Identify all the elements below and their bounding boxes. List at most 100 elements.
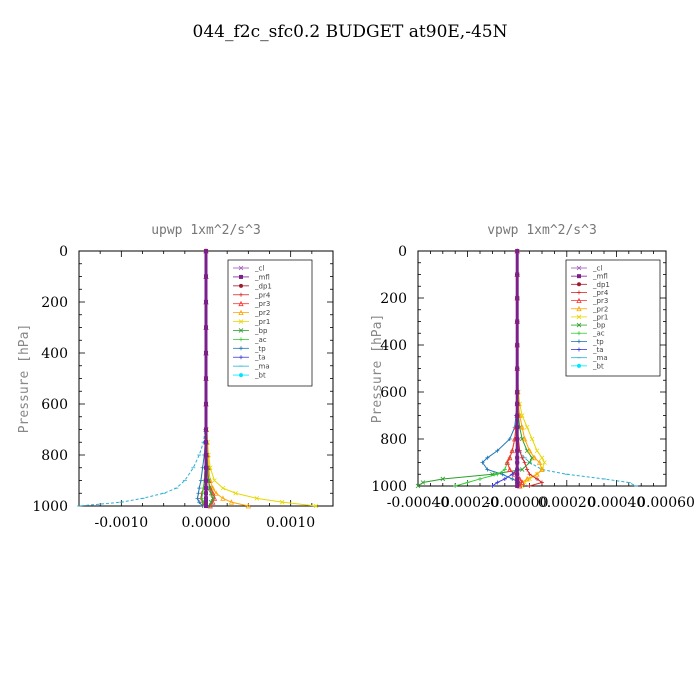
legend-marker: [577, 282, 581, 287]
legend-marker: [576, 322, 582, 328]
y-tick-label: 0: [398, 244, 407, 260]
legend-label: _bt: [592, 362, 604, 370]
data-point: [199, 496, 204, 501]
data-point: [453, 484, 458, 488]
legend-label: _pr3: [254, 300, 270, 308]
y-tick-label: 200: [380, 291, 407, 307]
data-point: [519, 436, 525, 442]
legend: _cl_mfl_dp1_pr4_pr3_pr2_pr1_bp_ac_tp_ta_…: [227, 259, 313, 387]
data-point: [524, 424, 530, 430]
data-point: [519, 413, 525, 418]
data-point: [524, 448, 530, 454]
legend-label: _pr1: [254, 318, 270, 326]
legend-marker: [576, 314, 582, 320]
data-point: [531, 454, 538, 461]
data-point: [495, 472, 500, 477]
series-pr4: [515, 249, 544, 488]
data-point: [208, 499, 214, 505]
legend-marker: [239, 337, 243, 342]
series-ma: [77, 250, 208, 507]
data-point: [534, 448, 540, 454]
data-point: [210, 485, 216, 491]
legend-marker: [238, 309, 244, 316]
series-line: [455, 251, 518, 487]
x-tick-label: -0.0010: [94, 515, 148, 531]
data-point: [526, 447, 533, 454]
y-tick-label: 400: [380, 338, 407, 354]
data-point: [525, 467, 530, 472]
data-point: [245, 503, 251, 509]
data-point: [542, 460, 547, 465]
data-point: [208, 490, 214, 496]
legend-label: _bp: [592, 322, 606, 330]
legend-marker: [576, 297, 582, 304]
x-tick-label: -0.00000: [486, 495, 549, 511]
data-point: [529, 436, 535, 442]
page-title: 044_f2c_sfc0.2 BUDGET at90E,-45N: [192, 22, 508, 42]
data-point: [233, 490, 238, 496]
series-line: [78, 251, 207, 507]
y-tick-label: 600: [41, 397, 68, 413]
data-point: [490, 484, 495, 488]
data-point: [535, 476, 540, 481]
legend-marker: [577, 363, 581, 368]
data-point: [415, 483, 421, 489]
data-point: [524, 476, 530, 482]
y-tick-label: 200: [41, 295, 68, 311]
legend-marker: [577, 339, 581, 344]
legend-marker: [238, 265, 244, 271]
legend-marker: [239, 373, 243, 378]
data-point: [507, 454, 513, 461]
subplot-title: vpwp 1xm^2/s^3: [487, 223, 597, 238]
legend: _cl_mfl_dp1_pr4_pr3_pr2_pr1_bp_ac_tp_ta_…: [565, 259, 661, 377]
data-point: [536, 459, 543, 465]
legend-label: _pr4: [592, 289, 609, 297]
data-point: [510, 476, 515, 481]
data-point: [502, 467, 507, 472]
legend-label: _mfl: [592, 273, 608, 281]
legend-label: _pr1: [592, 313, 608, 321]
data-point: [539, 466, 545, 472]
data-point: [527, 472, 532, 477]
data-point: [534, 471, 540, 477]
y-axis-label: Pressure [hPa]: [370, 314, 385, 424]
y-tick-label: 800: [41, 448, 68, 464]
legend-box: [565, 259, 661, 377]
data-point: [313, 503, 319, 509]
legend-marker: [239, 292, 243, 297]
x-tick-label: -0.00020: [436, 495, 499, 511]
legend-marker: [239, 274, 243, 279]
data-point: [540, 480, 544, 485]
data-point: [495, 448, 500, 453]
data-point: [527, 484, 532, 488]
data-point: [198, 478, 203, 483]
data-point: [480, 460, 485, 465]
data-point: [279, 499, 285, 505]
data-point: [521, 436, 528, 442]
legend-marker: [239, 283, 243, 288]
legend-marker: [238, 300, 244, 307]
data-point: [502, 476, 507, 481]
x-tick-label: 0.00020: [538, 495, 596, 511]
legend-marker: [238, 319, 244, 324]
data-point: [465, 480, 470, 485]
data-point: [213, 490, 219, 496]
legend-label: _mfl: [254, 273, 270, 281]
series-line: [417, 251, 533, 487]
data-point: [440, 476, 446, 482]
data-point: [522, 460, 527, 465]
legend-label: _bp: [254, 327, 268, 335]
data-point: [220, 495, 226, 501]
legend-label: _cl: [254, 265, 264, 273]
legend-label: _pr2: [254, 309, 270, 317]
data-point: [510, 472, 515, 477]
y-tick-label: 1000: [32, 499, 68, 515]
y-axis-label: Pressure [hPa]: [17, 324, 32, 434]
legend-label: _ma: [592, 354, 608, 362]
x-tick-label: 0.00060: [637, 495, 695, 511]
y-tick-label: 800: [380, 432, 407, 448]
data-point: [519, 479, 525, 485]
y-tick-label: 400: [41, 346, 68, 362]
legend-marker: [576, 305, 582, 312]
